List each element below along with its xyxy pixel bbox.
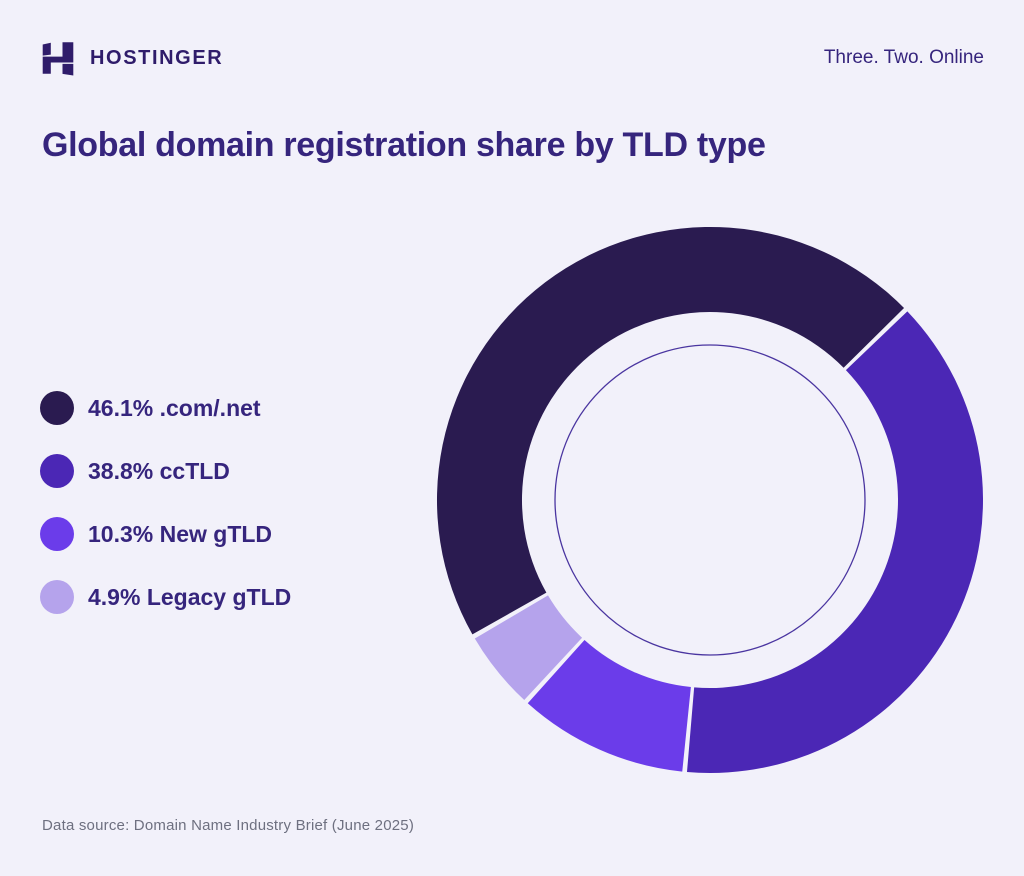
legend-item: 4.9% Legacy gTLD	[40, 580, 291, 614]
legend-swatch-com-net	[40, 391, 74, 425]
logo-bottom-right-shape	[62, 63, 74, 76]
legend-swatch-new-gtld	[40, 517, 74, 551]
logo-main-shape	[42, 42, 74, 74]
legend-item: 10.3% New gTLD	[40, 517, 291, 551]
legend-label: 10.3% New gTLD	[88, 520, 273, 547]
legend-label: 46.1% .com/.net	[88, 394, 261, 421]
legend-item: 46.1% .com/.net	[40, 391, 291, 425]
chart-legend: 46.1% .com/.net 38.8% ccTLD 10.3% New gT…	[40, 391, 291, 614]
donut-slice-legacy-gtld	[474, 595, 583, 701]
legend-label: 38.8% ccTLD	[88, 457, 230, 484]
donut-chart	[436, 226, 983, 774]
logo-top-left-shape	[42, 42, 51, 56]
legend-label: 4.9% Legacy gTLD	[88, 583, 292, 610]
legend-item: 38.8% ccTLD	[40, 454, 291, 488]
legend-swatch-legacy-gtld	[40, 580, 74, 614]
hostinger-logo-icon	[42, 42, 74, 76]
brand-name: HOSTINGER	[90, 47, 224, 69]
inner-ring-line	[554, 344, 866, 656]
donut-slice-new-gtld	[527, 639, 691, 772]
page-title: Global domain registration share by TLD …	[42, 126, 766, 164]
donut-slice-com-net	[436, 226, 905, 635]
legend-swatch-cctld	[40, 454, 74, 488]
brand-tagline: Three. Two. Online	[823, 47, 984, 68]
data-source-note: Data source: Domain Name Industry Brief …	[42, 817, 415, 834]
donut-slice-cctld	[686, 311, 983, 774]
